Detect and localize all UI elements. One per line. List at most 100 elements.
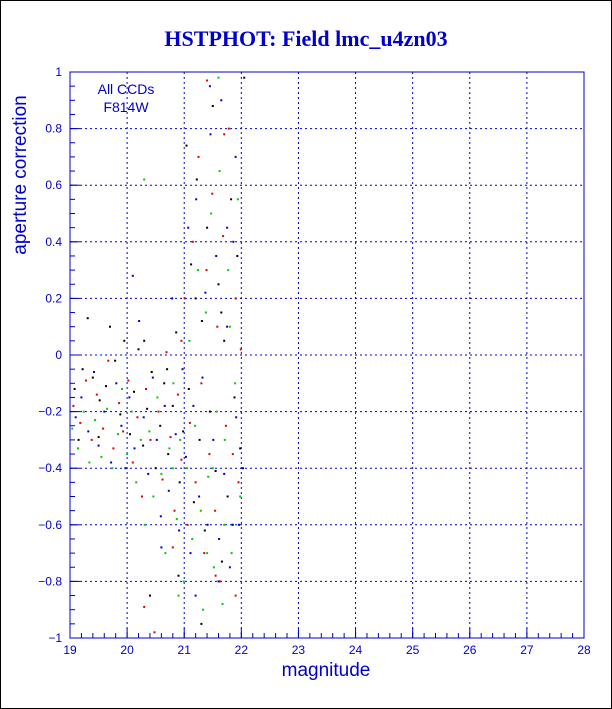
data-point — [139, 438, 142, 441]
grid-layer — [70, 72, 584, 638]
data-point — [202, 608, 205, 611]
data-point — [186, 467, 189, 470]
data-point — [149, 594, 151, 597]
data-point — [215, 410, 218, 413]
data-point — [131, 274, 134, 277]
tick-layer: 19 20 21 22 23 24 25 26 27 28 −1 −0.8 −0.6 −0.4 −0.2 0 0… — [38, 65, 591, 657]
data-point — [222, 235, 225, 238]
data-point — [239, 348, 242, 351]
data-point — [109, 325, 111, 328]
data-point — [208, 410, 211, 413]
data-point — [157, 410, 160, 413]
data-point — [212, 566, 215, 569]
data-point — [192, 501, 195, 504]
data-point — [164, 552, 167, 555]
data-point — [91, 376, 94, 379]
data-point — [220, 311, 223, 314]
data-point — [142, 444, 145, 447]
data-point — [137, 348, 140, 351]
data-point — [117, 433, 119, 436]
data-point — [81, 368, 84, 371]
data-point — [103, 410, 106, 413]
data-point — [216, 325, 219, 328]
y-tick-label: 1 — [55, 65, 62, 79]
data-point — [188, 339, 191, 342]
data-point — [223, 339, 226, 342]
y-tick-label: −0.4 — [38, 461, 62, 475]
data-point — [189, 552, 192, 555]
data-point — [209, 133, 212, 136]
data-point — [234, 155, 237, 158]
data-point — [171, 467, 174, 470]
data-point — [127, 379, 130, 382]
data-point — [190, 263, 193, 266]
x-tick-label: 21 — [178, 643, 192, 657]
data-point — [171, 297, 174, 300]
data-point — [212, 438, 215, 441]
data-point — [82, 410, 85, 413]
data-point — [168, 447, 171, 450]
data-point — [148, 430, 151, 433]
data-point — [214, 574, 217, 577]
data-point — [171, 404, 174, 407]
data-point — [200, 382, 203, 385]
data-point — [217, 76, 220, 79]
data-point — [236, 198, 239, 201]
data-point — [187, 226, 190, 229]
data-point — [208, 85, 211, 88]
data-point — [71, 427, 74, 430]
data-point — [159, 424, 162, 427]
data-point — [86, 317, 89, 320]
data-point — [207, 475, 210, 478]
data-point — [105, 385, 107, 388]
data-point — [97, 444, 100, 447]
data-point — [151, 376, 154, 379]
y-tick-label: 0.8 — [45, 122, 62, 136]
data-point — [200, 622, 203, 625]
data-point — [155, 438, 158, 441]
data-point — [219, 580, 222, 583]
data-point — [214, 509, 217, 512]
data-point — [180, 339, 183, 342]
data-point — [192, 404, 195, 407]
data-point — [133, 390, 135, 393]
y-axis-label: aperture correction — [10, 95, 31, 254]
annotation-ccds: All CCDs — [98, 81, 155, 97]
data-point — [231, 453, 234, 456]
data-point — [178, 481, 181, 484]
data-point — [154, 467, 157, 470]
data-point — [114, 359, 117, 362]
data-point — [233, 396, 236, 399]
data-point — [121, 388, 123, 390]
data-point — [239, 495, 242, 498]
y-tick-label: 0.6 — [45, 178, 62, 192]
data-point — [73, 388, 76, 390]
data-point — [195, 178, 198, 181]
data-point — [122, 430, 125, 433]
data-point — [95, 393, 98, 396]
data-point — [146, 407, 149, 410]
data-point — [179, 438, 182, 441]
data-point — [77, 438, 80, 441]
data-point — [143, 605, 146, 608]
data-point — [237, 481, 240, 484]
data-point — [191, 240, 194, 243]
data-point — [167, 489, 170, 492]
data-point — [217, 580, 220, 583]
data-point — [211, 192, 214, 195]
data-point — [93, 371, 95, 373]
data-point — [85, 379, 87, 382]
data-point — [156, 396, 159, 399]
data-point — [234, 594, 237, 597]
data-point — [77, 447, 79, 450]
x-tick-label: 27 — [520, 643, 534, 657]
data-point — [203, 552, 206, 555]
data-point — [238, 523, 240, 526]
data-point — [131, 461, 134, 464]
data-point — [142, 416, 145, 419]
y-tick-label: 0.2 — [45, 291, 62, 305]
data-point — [181, 368, 184, 371]
data-point — [196, 269, 199, 272]
annotation-filter: F814W — [103, 99, 149, 115]
data-point — [215, 255, 218, 257]
